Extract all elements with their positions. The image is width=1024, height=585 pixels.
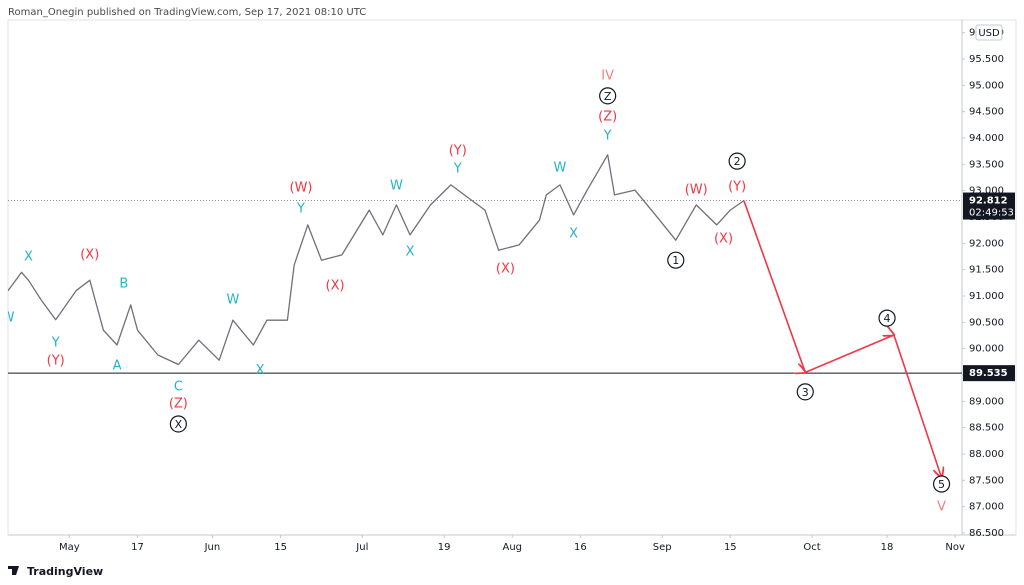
wave-circle <box>599 87 617 105</box>
wave-label: (Z) <box>169 396 188 411</box>
wave-circle <box>169 415 187 433</box>
wave-label: X <box>406 245 415 260</box>
wave-label: X <box>569 226 578 241</box>
wave-label: IV <box>601 68 614 83</box>
y-tick-label: 91.000 <box>969 291 1004 302</box>
y-tick-label: 90.500 <box>969 317 1004 328</box>
y-tick-label: 95.500 <box>969 54 1004 65</box>
y-tick-label: 87.500 <box>969 475 1004 486</box>
x-tick-label: Sep <box>653 542 672 553</box>
wave-label: X <box>24 249 33 264</box>
x-tick-label: 16 <box>574 542 587 553</box>
wave-label: (Y) <box>449 144 467 159</box>
axes: 86.500 87.000 87.500 88.000 88.500 89.000 89.5… <box>59 24 1015 553</box>
plot-area: WXY(Y)(X)BAC(Z)XWX(W)Y(X)WX(Y)Y(X)WXIVZ(… <box>2 68 962 515</box>
x-tick-label: May <box>59 542 80 553</box>
y-tick-label: 94.500 <box>969 107 1004 118</box>
wave-label: V <box>937 500 946 515</box>
wave-label-circled: 2 <box>734 155 741 168</box>
wave-circle <box>667 251 685 269</box>
x-tick-label: Nov <box>945 542 965 553</box>
wave-label: B <box>119 276 128 291</box>
wave-label: Y <box>51 335 60 350</box>
wave-label: X <box>256 363 265 378</box>
x-tick-label: Jul <box>355 542 368 553</box>
wave-label: W <box>390 178 403 193</box>
wave-label-circled: 4 <box>884 312 891 325</box>
y-tick-label: 87.000 <box>969 502 1004 513</box>
wave-circle <box>878 309 896 327</box>
wave-label: (X) <box>80 247 99 262</box>
last-price-badge <box>963 192 1015 220</box>
wave-label: (X) <box>714 232 733 247</box>
y-tick-label: 93.500 <box>969 159 1004 170</box>
wave-label: W <box>2 311 15 326</box>
x-tick-label: Oct <box>803 542 820 553</box>
wave-circle <box>728 152 746 170</box>
currency-badge <box>975 24 1003 41</box>
wave-label: (Y) <box>47 354 65 369</box>
wave-circle <box>932 475 951 493</box>
y-tick-label: 90.000 <box>969 344 1004 355</box>
wave-label: W <box>554 160 567 175</box>
currency-label: USD <box>978 28 1000 39</box>
footer-logo: TradingView <box>8 565 103 578</box>
footer-brand: TradingView <box>27 565 103 578</box>
wave-label: Y <box>453 162 462 177</box>
wave-label: Y <box>296 202 305 217</box>
countdown-label: 02:49:53 <box>969 208 1014 219</box>
wave-label-circled: X <box>175 418 183 431</box>
x-tick-label: Jun <box>204 542 221 553</box>
y-tick-label: 95.000 <box>969 80 1004 91</box>
header: Roman_Onegin published on TradingView.co… <box>8 7 366 18</box>
wave-label-circled: 1 <box>672 254 679 267</box>
wave-label-circled: Z <box>604 90 612 103</box>
wave-label: (Z) <box>598 109 617 124</box>
level-badge <box>963 365 1015 382</box>
wave-label: (Y) <box>728 179 746 194</box>
price-line <box>8 154 745 366</box>
wave-label-circled: 5 <box>938 478 945 491</box>
wave-label: W <box>226 293 239 308</box>
wave-label: (X) <box>496 262 515 277</box>
x-tick-label: Aug <box>502 542 522 553</box>
x-tick-label: 15 <box>724 542 737 553</box>
x-tick-label: 19 <box>438 542 451 553</box>
x-tick-label: 18 <box>881 542 894 553</box>
wave-circle <box>796 383 814 401</box>
wave-label: (W) <box>685 183 708 198</box>
wave-label: Y <box>603 128 612 143</box>
y-tick-label: 89.000 <box>969 396 1004 407</box>
projection-line <box>743 200 942 478</box>
wave-label: A <box>113 358 122 373</box>
logo-mark <box>8 566 19 575</box>
level-label: 89.535 <box>969 368 1008 379</box>
last-price-label: 92.812 <box>969 196 1008 207</box>
y-tick-label: 86.500 <box>969 528 1004 539</box>
wave-label: (X) <box>326 278 345 293</box>
y-tick-label: 88.500 <box>969 423 1004 434</box>
y-tick-label: 94.000 <box>969 133 1004 144</box>
wave-label-circled: 3 <box>802 386 809 399</box>
y-tick-label: 92.000 <box>969 238 1004 249</box>
wave-label: C <box>174 380 183 395</box>
y-tick-label: 88.000 <box>969 449 1004 460</box>
x-tick-label: 15 <box>274 542 287 553</box>
wave-label: (W) <box>290 180 313 195</box>
x-tick-label: 17 <box>131 542 144 553</box>
y-tick-label: 93.000 <box>969 186 1004 197</box>
y-tick-label: 91.500 <box>969 265 1004 276</box>
